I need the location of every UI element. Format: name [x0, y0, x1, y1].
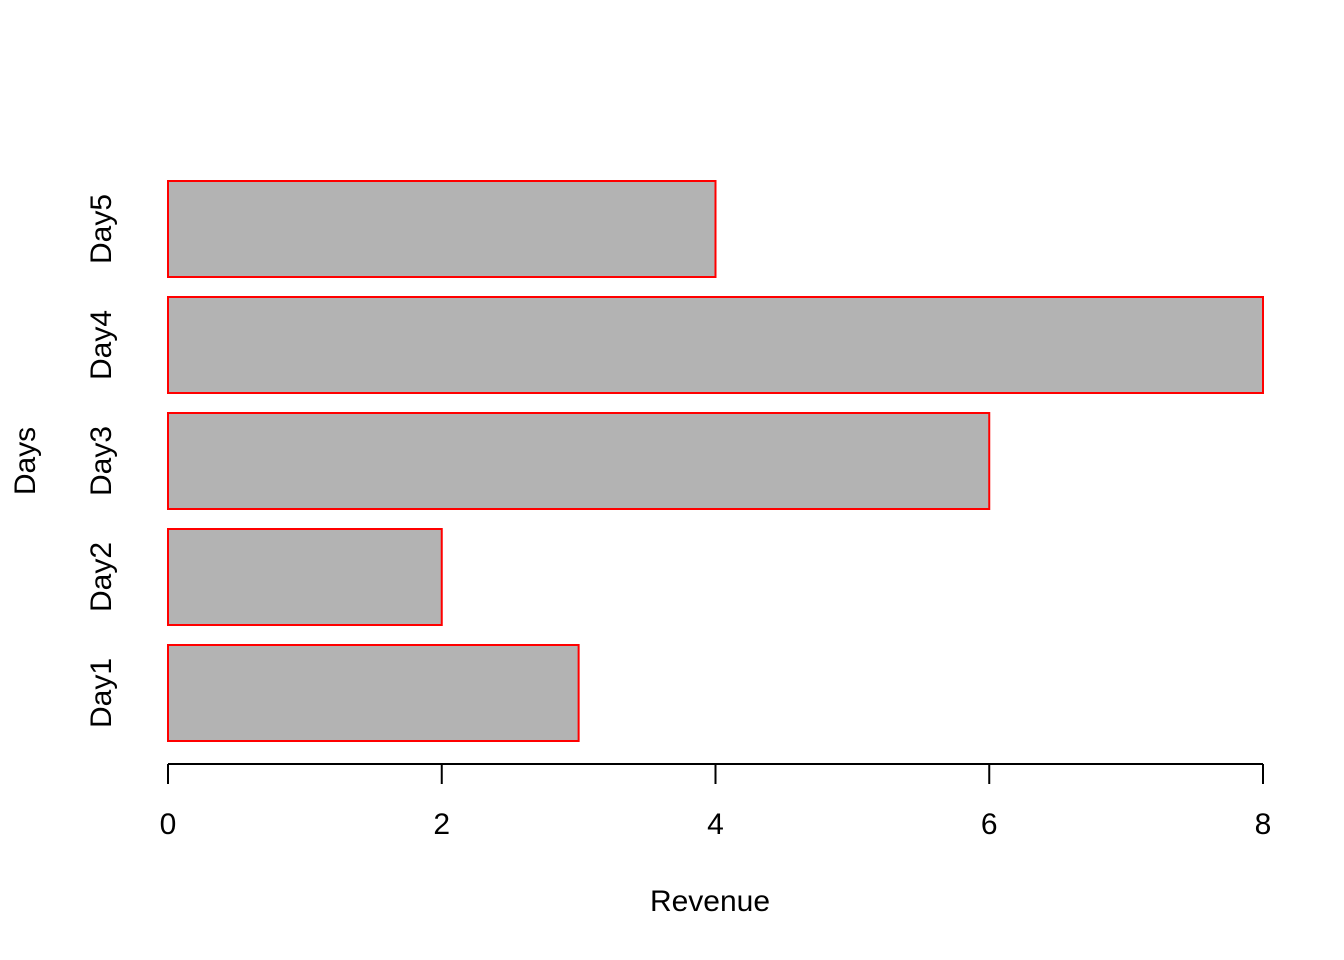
bar-day4	[167, 296, 1264, 394]
category-label-day1: Day1	[85, 658, 118, 728]
x-axis: 0 2 4 6 8	[160, 763, 1272, 841]
category-labels: Day1 Day2 Day3 Day4 Day5	[85, 194, 118, 728]
bars-group	[167, 180, 1264, 742]
category-label-day5: Day5	[85, 194, 118, 264]
x-tick-label: 0	[160, 808, 177, 841]
bar-day2	[167, 528, 443, 626]
x-axis-title: Revenue	[650, 885, 770, 918]
x-tick-label: 2	[433, 808, 450, 841]
bar-day3	[167, 412, 991, 510]
category-label-day3: Day3	[85, 426, 118, 496]
category-label-day4: Day4	[85, 310, 118, 380]
x-tick-label: 4	[707, 808, 724, 841]
x-tick-label: 6	[981, 808, 998, 841]
y-axis-title: Days	[9, 427, 42, 495]
x-tick-label: 8	[1255, 808, 1272, 841]
bar-day1	[167, 644, 580, 742]
bar-day5	[167, 180, 717, 278]
category-label-day2: Day2	[85, 542, 118, 612]
